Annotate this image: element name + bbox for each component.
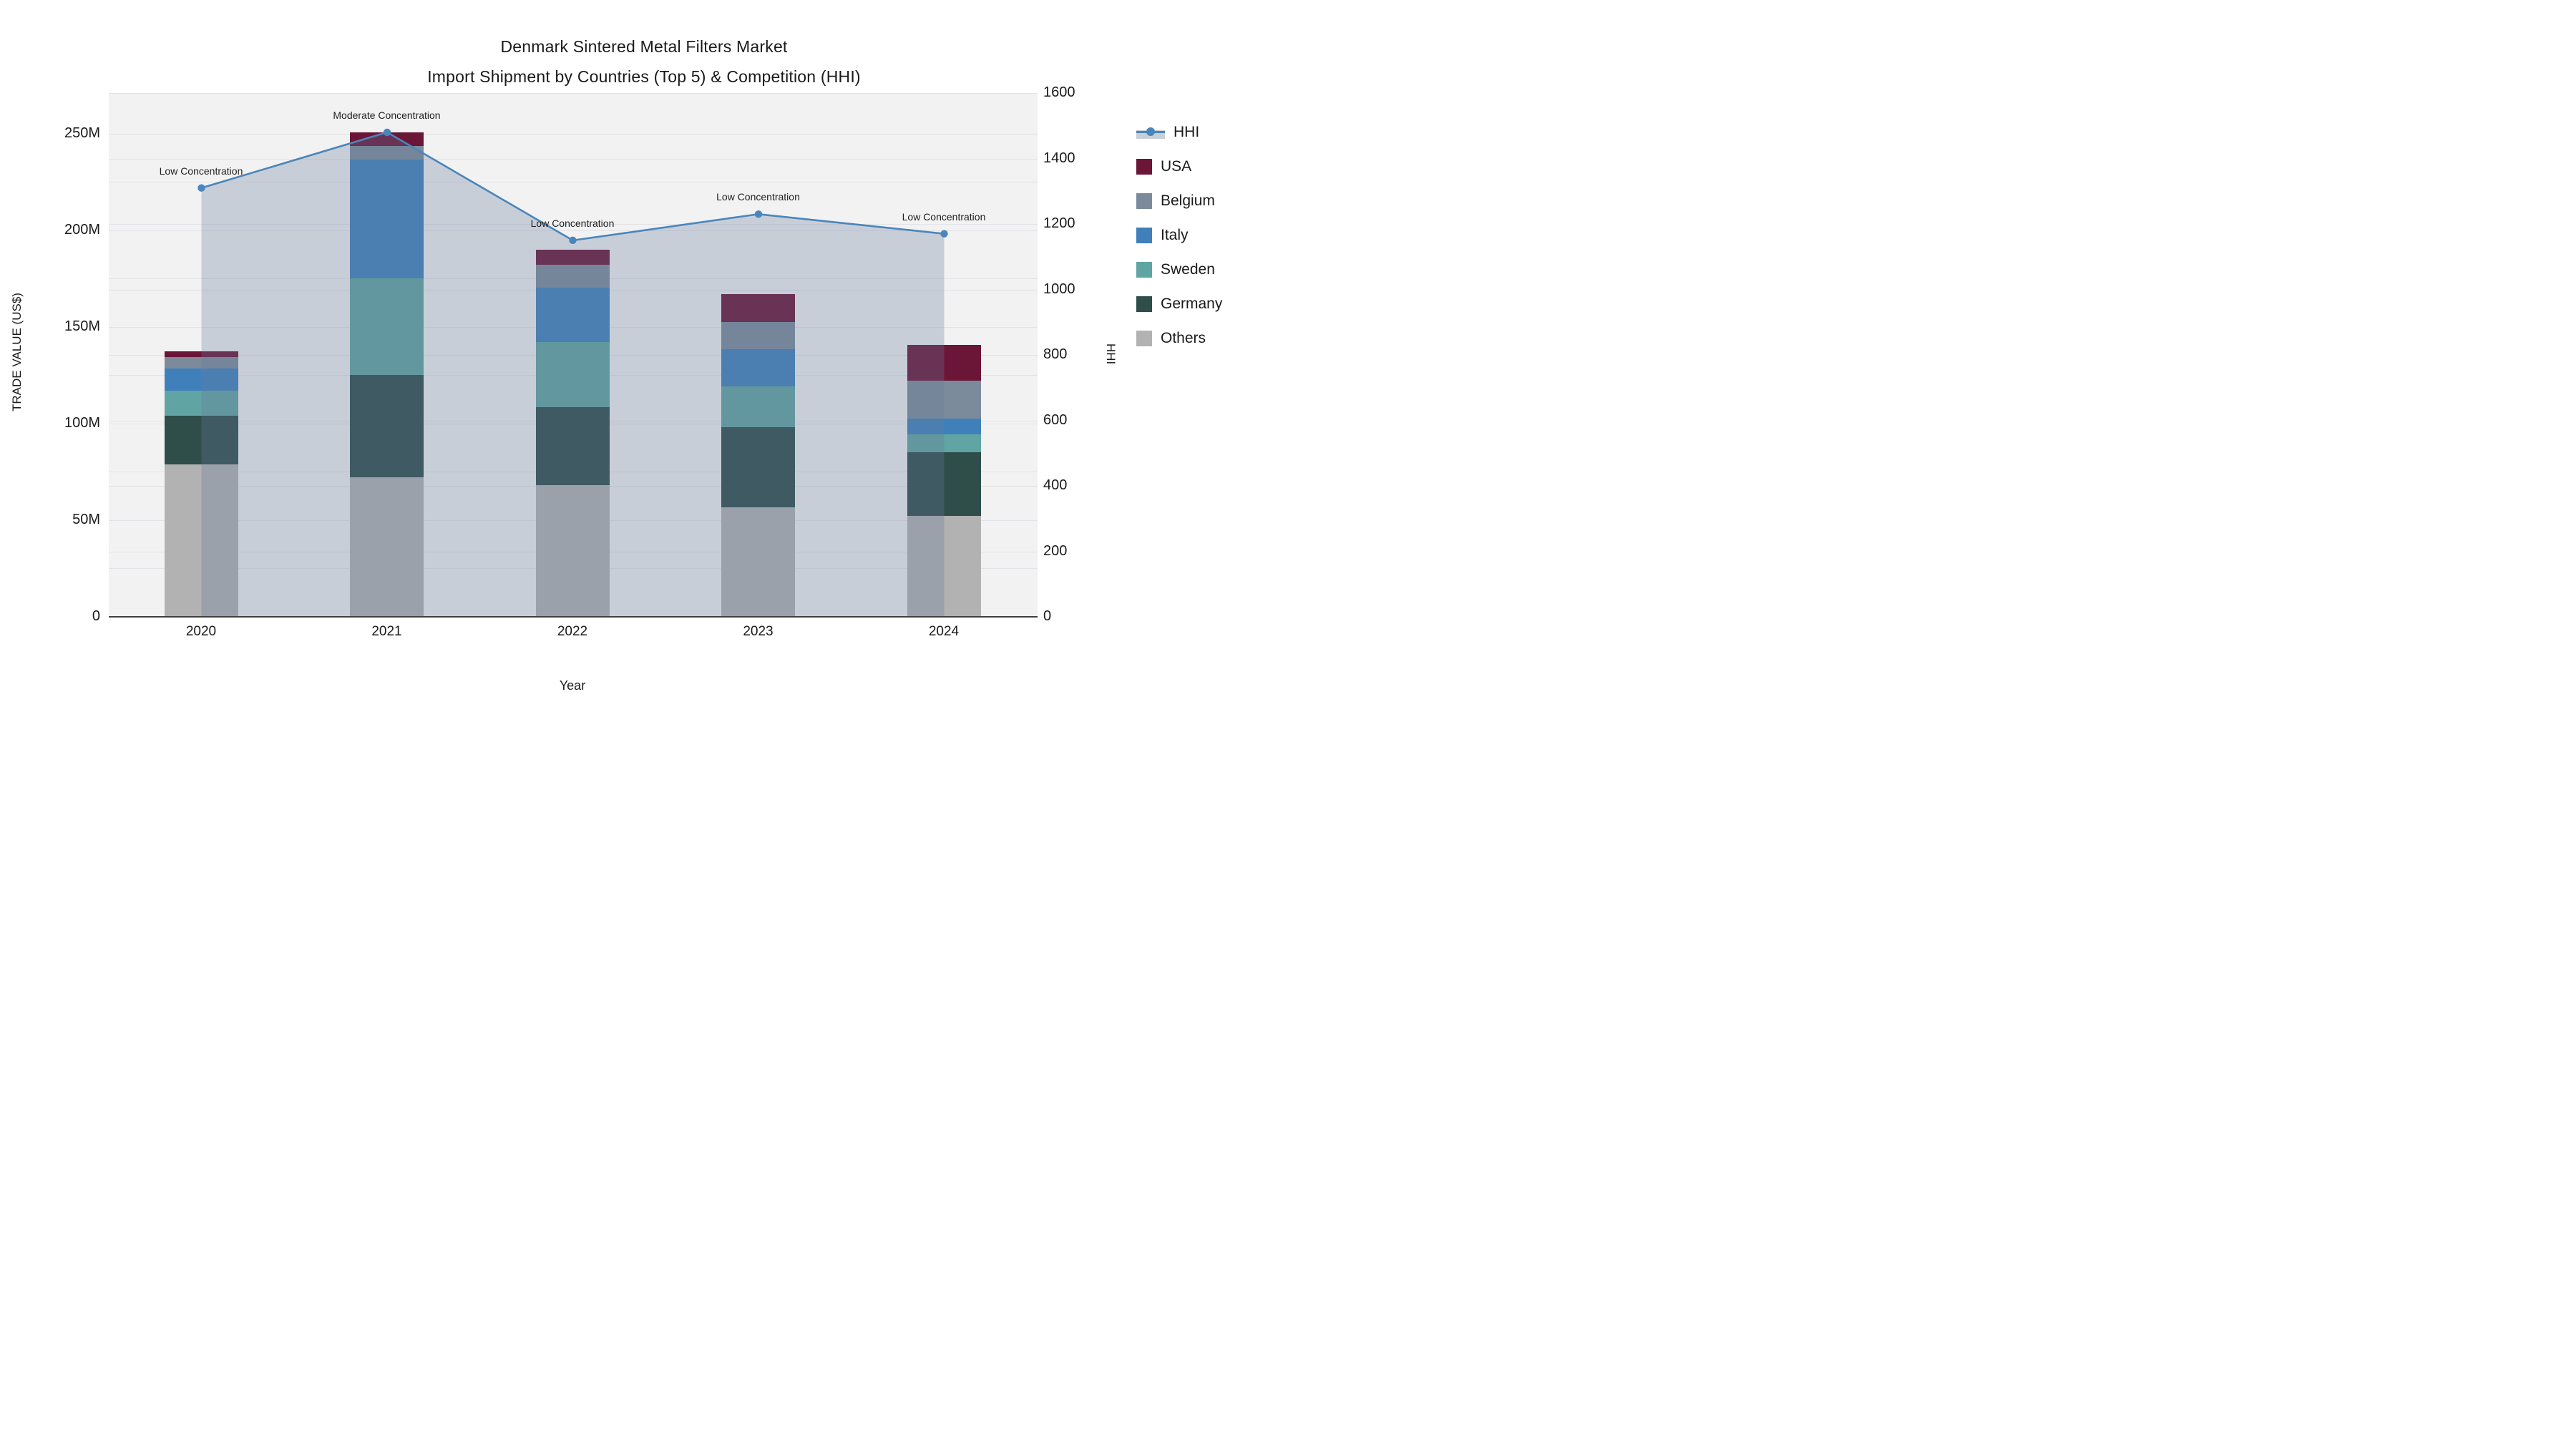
- x-axis-label: Year: [559, 678, 586, 693]
- bar-segment-others-2024: [907, 515, 981, 617]
- hhi-marker-2022: [568, 236, 577, 245]
- bar-segment-germany-2020: [164, 415, 238, 464]
- bar-segment-belgium-2020: [164, 356, 238, 369]
- bar-segment-italy-2020: [164, 369, 238, 391]
- y-axis-left-tick-100M: 100M: [64, 414, 100, 431]
- bar-segment-usa-2022: [535, 249, 610, 265]
- x-axis-tick-2020: 2020: [185, 624, 217, 639]
- x-axis-tick-2024: 2024: [928, 624, 960, 639]
- chart-title-line1: Denmark Sintered Metal Filters Market: [500, 37, 788, 56]
- bar-segment-belgium-2022: [535, 264, 610, 288]
- bar-segment-others-2022: [535, 484, 610, 617]
- y-axis-right-tick-400: 400: [1043, 477, 1068, 493]
- hhi-marker-2020: [197, 184, 205, 192]
- bar-segment-italy-2021: [350, 159, 424, 278]
- bar-segment-usa-2020: [164, 351, 238, 357]
- bar-segment-belgium-2021: [350, 145, 424, 160]
- legend-item-italy: Italy: [1136, 223, 1222, 248]
- legend-item-others: Others: [1136, 326, 1222, 351]
- annotation-2022: Low Concentration: [530, 217, 615, 229]
- legend-color-swatch-usa: [1136, 159, 1152, 175]
- legend-color-swatch-sweden: [1136, 262, 1152, 278]
- x-axis-tick-2021: 2021: [371, 624, 402, 639]
- legend-color-swatch-germany: [1136, 296, 1152, 312]
- y-axis-right-tick-1000: 1000: [1043, 280, 1075, 297]
- hhi-line-layer: [197, 128, 948, 617]
- hhi-marker-2023: [754, 210, 762, 218]
- legend-color-swatch-others: [1136, 331, 1152, 346]
- x-axis-spine: [108, 616, 1038, 618]
- hhi-marker-2024: [940, 230, 948, 238]
- bar-segment-belgium-2024: [907, 381, 981, 419]
- y-axis-right-label: HHI: [1104, 343, 1118, 365]
- y-axis-left-label: TRADE VALUE (US$): [10, 293, 24, 411]
- legend-item-belgium: Belgium: [1136, 189, 1222, 213]
- bar-segment-sweden-2020: [164, 391, 238, 416]
- y-axis-right-tick-1600: 1600: [1043, 84, 1075, 100]
- legend-item-germany: Germany: [1136, 292, 1222, 316]
- legend-label-others: Others: [1161, 330, 1206, 346]
- bar-segment-germany-2022: [535, 406, 610, 485]
- bar-segment-italy-2022: [535, 287, 610, 342]
- bar-segment-others-2023: [721, 507, 795, 617]
- y-axis-left-tick-150M: 150M: [64, 318, 100, 334]
- bar-segment-usa-2023: [721, 294, 795, 323]
- x-axis-tick-2022: 2022: [557, 624, 588, 639]
- hhi-area-band: [201, 132, 944, 617]
- legend: HHI USA Belgium Italy Sweden Germany Others: [1136, 120, 1222, 351]
- y-axis-right-tick-0: 0: [1043, 608, 1052, 624]
- hhi-line-swatch-icon: [1136, 125, 1165, 140]
- bar-segment-sweden-2023: [721, 386, 795, 427]
- bar-segment-sweden-2021: [350, 278, 424, 375]
- bar-segment-germany-2024: [907, 452, 981, 516]
- legend-label-sweden: Sweden: [1161, 261, 1215, 278]
- y-axis-right-tick-1200: 1200: [1043, 215, 1075, 231]
- bar-segment-germany-2021: [350, 374, 424, 478]
- y-axis-left-tick-50M: 50M: [72, 511, 100, 527]
- legend-item-sweden: Sweden: [1136, 258, 1222, 282]
- bar-segment-germany-2023: [721, 426, 795, 507]
- legend-label-hhi: HHI: [1174, 124, 1200, 140]
- legend-color-swatch-belgium: [1136, 193, 1152, 209]
- chart-title-line2: Import Shipment by Countries (Top 5) & C…: [427, 67, 861, 86]
- y-axis-left-tick-200M: 200M: [64, 221, 100, 238]
- annotation-2020: Low Concentration: [159, 165, 243, 177]
- annotation-2024: Low Concentration: [902, 210, 986, 223]
- bar-segment-usa-2024: [907, 345, 981, 381]
- legend-item-hhi: HHI: [1136, 120, 1222, 145]
- gridline-left-axis: [108, 133, 1038, 135]
- bar-segment-italy-2023: [721, 348, 795, 386]
- bar-segment-sweden-2024: [907, 434, 981, 453]
- hhi-marker-swatch: [1146, 127, 1155, 136]
- legend-item-usa: USA: [1136, 155, 1222, 179]
- legend-label-belgium: Belgium: [1161, 192, 1215, 209]
- bar-segment-belgium-2023: [721, 322, 795, 349]
- hhi-marker-2021: [383, 128, 391, 137]
- legend-color-swatch-italy: [1136, 228, 1152, 243]
- annotation-2023: Low Concentration: [716, 191, 800, 203]
- gridline-right-axis: [108, 158, 1038, 160]
- legend-label-usa: USA: [1161, 158, 1192, 175]
- y-axis-right-tick-800: 800: [1043, 346, 1068, 362]
- gridline-right-axis: [108, 93, 1038, 94]
- legend-label-germany: Germany: [1161, 296, 1223, 312]
- legend-label-italy: Italy: [1161, 227, 1189, 243]
- y-axis-left-tick-250M: 250M: [64, 125, 100, 141]
- y-axis-right-tick-1400: 1400: [1043, 150, 1075, 166]
- x-axis-tick-2023: 2023: [743, 624, 774, 639]
- y-axis-right-tick-200: 200: [1043, 542, 1068, 559]
- bar-segment-sweden-2022: [535, 341, 610, 407]
- bar-segment-italy-2024: [907, 419, 981, 434]
- gridline-right-axis: [108, 224, 1038, 225]
- bar-segment-others-2021: [350, 477, 424, 617]
- y-axis-right-tick-600: 600: [1043, 411, 1068, 428]
- y-axis-left-tick-0: 0: [92, 608, 100, 624]
- plot-area: [108, 93, 1038, 617]
- chart-figure: Denmark Sintered Metal Filters Market Im…: [0, 0, 1288, 725]
- gridline-left-axis: [108, 230, 1038, 231]
- bar-segment-others-2020: [164, 464, 238, 617]
- annotation-2021: Moderate Concentration: [333, 109, 441, 121]
